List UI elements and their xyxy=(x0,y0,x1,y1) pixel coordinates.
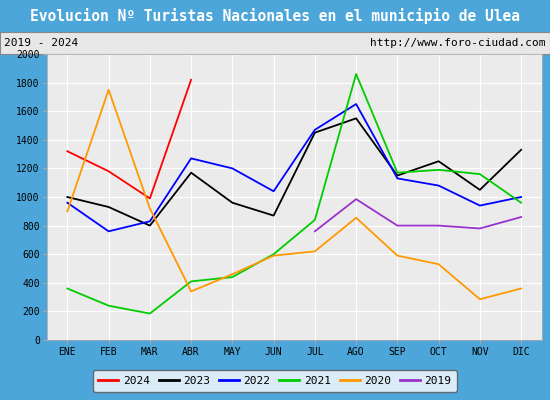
Legend: 2024, 2023, 2022, 2021, 2020, 2019: 2024, 2023, 2022, 2021, 2020, 2019 xyxy=(93,370,457,392)
Text: Evolucion Nº Turistas Nacionales en el municipio de Ulea: Evolucion Nº Turistas Nacionales en el m… xyxy=(30,8,520,24)
Text: 2019 - 2024: 2019 - 2024 xyxy=(4,38,79,48)
Text: http://www.foro-ciudad.com: http://www.foro-ciudad.com xyxy=(370,38,546,48)
